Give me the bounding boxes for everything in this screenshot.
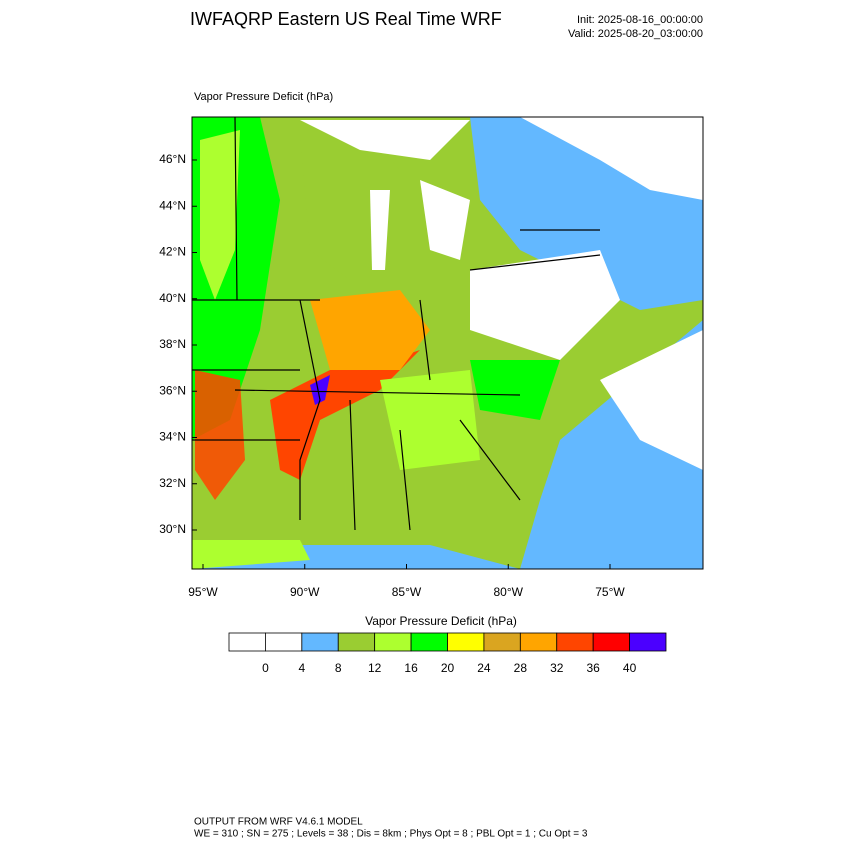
field-white-ne [520,117,703,200]
lake-michigan [370,190,390,270]
lon-label: 85°W [392,585,422,599]
lat-label: 46°N [159,152,186,166]
field-hot-sw [195,370,245,500]
title: IWFAQRP Eastern US Real Time WRF [190,9,502,29]
field-coast [192,540,310,569]
field-green-east [470,360,560,420]
lat-labels: 46°N 44°N 42°N 40°N 38°N 36°N 34°N 32°N 30°N [159,152,197,536]
colorbar-title: Vapor Pressure Deficit (hPa) [365,614,517,628]
colorbar-box [556,632,594,652]
lat-label: 34°N [159,430,186,444]
colorbar-label: 8 [335,661,342,675]
colorbar-box [337,632,376,652]
colorbar-label: 0 [262,661,269,675]
lon-label: 75°W [595,585,625,599]
map-frame [191,116,704,570]
lat-label: 40°N [159,291,186,305]
colorbar-box [265,632,303,652]
colorbar-box [228,632,266,652]
colorbar-label: 4 [298,661,305,675]
field-ygreen-west [200,130,240,300]
field-peak [310,375,330,405]
border-lines [192,116,601,531]
lat-label: 38°N [159,337,186,351]
colorbar-box [519,632,558,652]
colorbar-label: 16 [404,661,418,675]
footer-line: WE = 310 ; SN = 275 ; Levels = 38 ; Dis … [194,829,588,840]
colorbar-label: 32 [550,661,564,675]
field-white-mid-atlantic [470,250,620,360]
lake-huron [420,180,470,260]
colorbar-label: 24 [477,661,491,675]
colorbar-box [592,632,630,652]
lon-labels: 95°W 90°W 85°W 80°W 75°W [188,564,625,599]
lon-label: 80°W [494,585,524,599]
lat-label: 44°N [159,198,186,212]
lat-label: 30°N [159,522,186,536]
colorbar-box [447,632,485,652]
colorbar-box [483,632,521,652]
lon-label: 90°W [290,585,320,599]
footer-line: OUTPUT FROM WRF V4.6.1 MODEL [194,817,363,828]
colorbar-label: 20 [441,661,455,675]
field-ygreen-south [380,370,480,470]
lat-label: 32°N [159,476,186,490]
colorbar: 0 4 8 12 16 20 24 28 32 36 40 [228,632,667,675]
colorbar-box [301,632,339,652]
colorbar-box [410,632,448,652]
colorbar-label: 36 [586,661,600,675]
colorbar-label: 12 [368,661,382,675]
colorbar-box [374,632,412,652]
atlantic-white [600,330,703,470]
lake-superior [300,120,470,160]
valid-time: Valid: 2025-08-20_03:00:00 [568,28,703,40]
map-field [192,117,703,569]
state-borders [192,116,601,531]
colorbar-label: 28 [514,661,528,675]
colorbar-box [629,632,667,652]
lat-label: 36°N [159,383,186,397]
lat-label: 42°N [159,245,186,259]
field-warm-central [310,290,430,370]
map-title: Vapor Pressure Deficit (hPa) [194,91,333,103]
lon-label: 95°W [188,585,218,599]
init-time: Init: 2025-08-16_00:00:00 [577,14,703,26]
colorbar-label: 40 [623,661,637,675]
